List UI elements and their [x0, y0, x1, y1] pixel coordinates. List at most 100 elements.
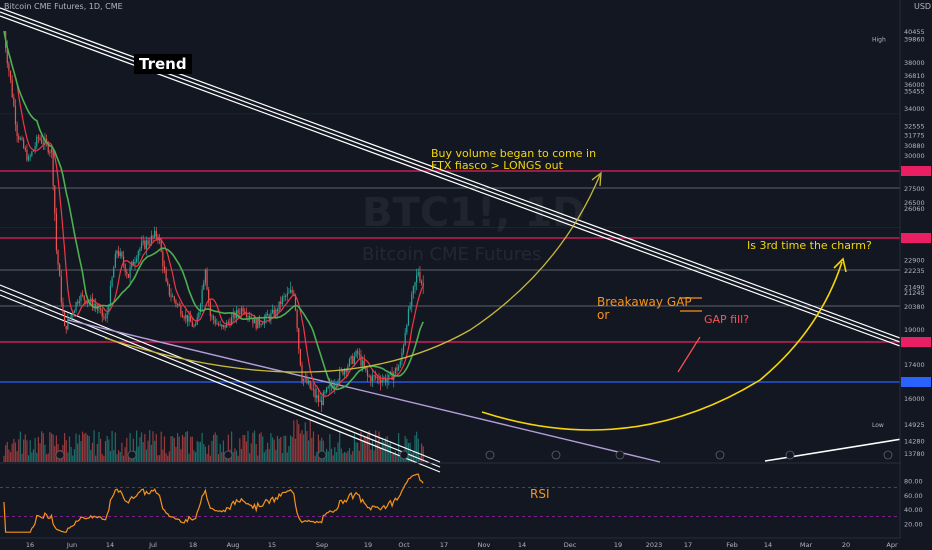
candle — [8, 61, 10, 77]
volume-bar — [355, 442, 357, 462]
candle — [178, 301, 180, 307]
time-tick-label: Jul — [148, 541, 157, 549]
candle — [373, 374, 375, 382]
volume-bar — [247, 430, 249, 462]
volume-bar — [109, 451, 112, 462]
candle — [334, 379, 336, 394]
candle — [60, 270, 62, 307]
volume-bar — [90, 449, 92, 462]
candle — [321, 395, 323, 412]
volume-bar — [309, 420, 311, 462]
volume-bar — [314, 455, 316, 462]
volume-bar — [49, 432, 51, 462]
candle — [378, 372, 380, 385]
time-tick-label: 14 — [764, 541, 772, 549]
event-marker — [223, 450, 233, 460]
volume-bar — [280, 437, 282, 462]
candle — [163, 260, 166, 274]
price-tick-label: 26060 — [904, 205, 925, 213]
volume-bar — [11, 443, 13, 462]
volume-bar — [362, 440, 364, 462]
volume-bar — [121, 442, 123, 462]
volume-bar — [113, 449, 115, 462]
candle — [291, 286, 293, 295]
candle — [57, 249, 59, 270]
volume-bar — [273, 439, 275, 462]
candle — [245, 307, 247, 321]
candle — [194, 321, 197, 327]
candle — [307, 377, 310, 386]
candle — [134, 256, 136, 271]
volume-bar — [157, 455, 159, 462]
candle — [401, 348, 403, 365]
volume-bar — [165, 453, 167, 462]
candle — [270, 309, 272, 325]
volume-bar — [86, 435, 89, 462]
candle — [96, 303, 98, 314]
candle — [19, 136, 21, 141]
volume-bar — [217, 454, 220, 462]
candle — [416, 268, 418, 291]
volume-bar — [276, 435, 279, 462]
volume-bar — [222, 440, 225, 462]
time-tick-label: Nov — [478, 541, 491, 549]
price-tick-label: 13780 — [904, 450, 925, 458]
candle — [204, 268, 207, 286]
volume-bar — [41, 431, 43, 462]
trend-label: Trend — [134, 54, 192, 74]
volume-bar — [208, 445, 210, 462]
candle — [222, 324, 225, 330]
volume-bar — [303, 434, 305, 462]
volume-bar — [291, 436, 293, 462]
volume-bar — [194, 452, 197, 462]
volume-bar — [137, 446, 139, 462]
price-tick-label: 30880 — [904, 142, 925, 150]
volume-bar — [55, 435, 57, 462]
price-tick-label: 39860 — [904, 36, 925, 44]
volume-bar — [420, 443, 423, 462]
candle — [306, 373, 308, 385]
volume-bar — [127, 455, 130, 462]
second-arc-arrowhead — [833, 257, 847, 273]
volume-bar — [358, 450, 360, 462]
candle — [322, 390, 324, 406]
candle — [14, 99, 17, 132]
volume-bar — [281, 453, 283, 462]
volume-bar — [185, 432, 187, 462]
candle — [191, 318, 193, 327]
volume-bar — [285, 435, 287, 462]
volume-bar — [136, 430, 138, 462]
volume-bar — [198, 442, 200, 462]
candle — [276, 307, 279, 318]
candle — [136, 255, 138, 264]
candle — [208, 286, 210, 307]
candle — [376, 376, 378, 384]
volume-bar — [396, 454, 398, 462]
candle — [111, 276, 113, 288]
candle — [381, 374, 383, 387]
candle — [298, 327, 300, 354]
volume-bar — [168, 451, 170, 462]
candle — [152, 234, 154, 242]
candle — [154, 226, 156, 239]
candle — [186, 314, 188, 327]
volume-bar — [45, 454, 48, 462]
candle — [11, 75, 13, 99]
candle — [121, 251, 123, 259]
volume-bar — [152, 431, 154, 462]
volume-bar — [124, 447, 126, 462]
volume-bar — [173, 437, 175, 462]
candle — [348, 357, 351, 368]
price-tick-label: 31775 — [904, 132, 925, 140]
volume-bar — [5, 445, 7, 462]
volume-bar — [85, 432, 87, 462]
volume-bar — [82, 431, 84, 462]
rsi-label: RSI — [530, 487, 550, 501]
candle — [371, 370, 374, 388]
volume-bar — [330, 448, 333, 462]
candle — [412, 285, 414, 299]
price-tick-label: 22900 — [904, 256, 925, 264]
price-tick-label: 36810 — [904, 72, 925, 80]
volume-bar — [193, 450, 195, 462]
